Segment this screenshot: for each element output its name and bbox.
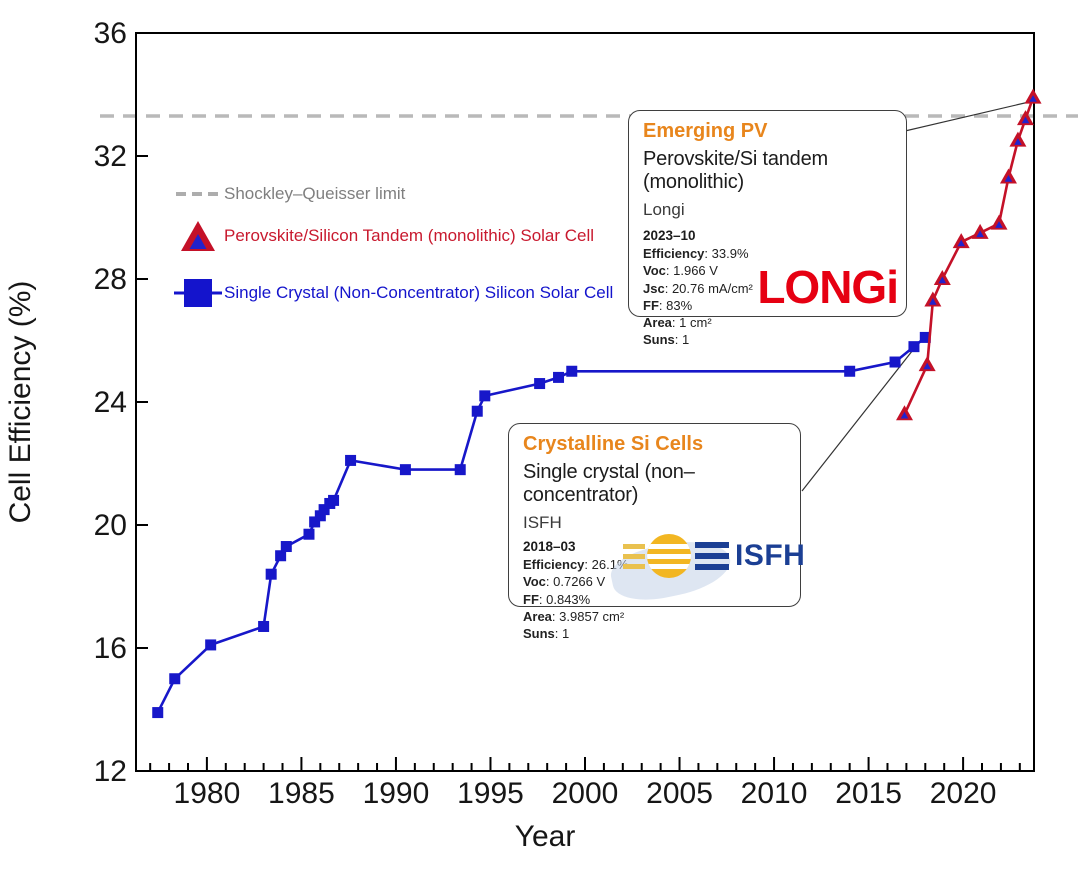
y-tick-label: 32 xyxy=(94,140,127,173)
metric-row: Jsc20.76 mA/cm² xyxy=(643,280,892,297)
y-tick-label: 20 xyxy=(94,509,127,542)
callout-date: 2018–03 xyxy=(523,539,576,554)
x-axis-title: Year xyxy=(515,820,576,853)
x-tick-label: 1985 xyxy=(268,777,335,810)
data-point-triangle-inner xyxy=(957,239,966,247)
callout-connector-emerging xyxy=(904,101,1030,132)
legend-item-sq-limit: Shockley–Queisser limit xyxy=(172,184,405,204)
isfh-sun-icon xyxy=(647,534,691,578)
metric-row: Suns1 xyxy=(523,625,786,642)
silicon-series xyxy=(152,331,931,719)
callout-date: 2023–10 xyxy=(643,228,696,243)
y-axis-title: Cell Efficiency (%) xyxy=(4,281,37,524)
data-point-square xyxy=(471,405,483,417)
data-point-square xyxy=(275,550,287,562)
dashed-line-icon xyxy=(172,190,224,198)
data-point-square xyxy=(303,528,315,540)
y-tick-label: 24 xyxy=(94,386,127,419)
data-point-square xyxy=(314,510,326,522)
callout-organization: Longi xyxy=(643,200,685,219)
data-point-triangle-inner xyxy=(929,298,937,305)
legend-label-tandem: Perovskite/Silicon Tandem (monolithic) S… xyxy=(224,226,595,245)
data-point-triangle-inner xyxy=(1014,138,1022,145)
metric-row: Area1 cm² xyxy=(643,314,892,331)
longi-logo: LONGi xyxy=(757,261,899,313)
data-point-triangle-inner xyxy=(1021,116,1030,124)
data-point-square xyxy=(908,341,920,353)
data-point-triangle-inner xyxy=(900,411,909,419)
metric-row: Voc1.966 V xyxy=(643,262,892,279)
data-point-square xyxy=(566,365,578,377)
data-point-square xyxy=(454,464,466,476)
data-point-square xyxy=(265,568,277,580)
data-point-triangle-inner xyxy=(976,230,984,238)
metric-row: Voc0.7266 V xyxy=(523,573,786,590)
tandem-triangle-icon xyxy=(172,218,224,254)
metric-row: FF0.843% xyxy=(523,591,786,608)
data-point-triangle-inner xyxy=(1004,175,1013,182)
callout-technology: Single crystal (non–concentrator) xyxy=(523,461,695,506)
data-point-square xyxy=(205,639,217,651)
legend-item-silicon: Single Crystal (Non-Concentrator) Silico… xyxy=(172,276,613,310)
callout-emerging-pv: Emerging PV Perovskite/Si tandem (monoli… xyxy=(628,110,907,347)
isfh-logo: ISFH xyxy=(606,526,805,608)
legend-label-sq-limit: Shockley–Queisser limit xyxy=(224,184,406,203)
callout-organization: ISFH xyxy=(523,513,562,532)
x-tick-label: 2020 xyxy=(930,777,997,810)
data-point-square xyxy=(309,516,321,528)
data-point-square xyxy=(318,504,330,516)
y-tick-label: 36 xyxy=(94,17,127,50)
data-point-triangle-inner xyxy=(995,221,1003,228)
callout-crystalline-si: Crystalline Si Cells Single crystal (non… xyxy=(508,423,805,641)
x-tick-label: 2000 xyxy=(552,777,619,810)
data-point-square xyxy=(169,673,181,685)
y-axis: 12 16 20 24 28 32 36 xyxy=(94,17,148,788)
data-point-square xyxy=(328,494,340,506)
data-point-square xyxy=(553,371,565,383)
y-tick-label: 12 xyxy=(94,755,127,788)
x-tick-label: 2015 xyxy=(835,777,902,810)
y-tick-label: 16 xyxy=(94,632,127,665)
data-point-square xyxy=(919,331,931,343)
data-point-triangle-inner xyxy=(923,362,931,370)
metric-row: FF83% xyxy=(643,297,892,314)
callout-category: Emerging PV xyxy=(643,120,768,142)
data-point-square xyxy=(345,454,357,466)
x-axis: 1980 1985 1990 1995 2000 2005 2010 2015 2020 xyxy=(149,757,1021,810)
data-point-square xyxy=(479,390,491,402)
metric-row: Efficiency33.9% xyxy=(643,245,892,262)
data-point-square xyxy=(889,356,901,368)
y-tick-label: 28 xyxy=(94,263,127,296)
metric-row: Area3.9857 cm² xyxy=(523,608,786,625)
silicon-square-icon xyxy=(172,276,224,310)
x-tick-label: 2005 xyxy=(646,777,713,810)
callout-technology: Perovskite/Si tandem (monolithic) xyxy=(643,148,828,193)
x-tick-label: 1995 xyxy=(457,777,524,810)
legend-item-tandem: Perovskite/Silicon Tandem (monolithic) S… xyxy=(172,218,594,254)
data-point-square xyxy=(280,541,292,553)
data-point-square xyxy=(152,707,164,719)
tandem-series xyxy=(895,88,1042,421)
data-point-square xyxy=(534,378,546,390)
isfh-logo-text: ISFH xyxy=(735,539,806,572)
data-point-square xyxy=(258,620,270,632)
data-point-square xyxy=(844,365,856,377)
callout-category: Crystalline Si Cells xyxy=(523,433,704,455)
data-point-triangle-inner xyxy=(1029,95,1037,102)
data-point-square xyxy=(399,464,411,476)
x-tick-label: 1980 xyxy=(174,777,241,810)
legend-label-silicon: Single Crystal (Non-Concentrator) Silico… xyxy=(224,283,614,302)
x-tick-label: 1990 xyxy=(363,777,430,810)
metric-row: Suns1 xyxy=(643,331,892,348)
data-point-triangle-inner xyxy=(938,276,947,284)
x-tick-label: 2010 xyxy=(741,777,808,810)
